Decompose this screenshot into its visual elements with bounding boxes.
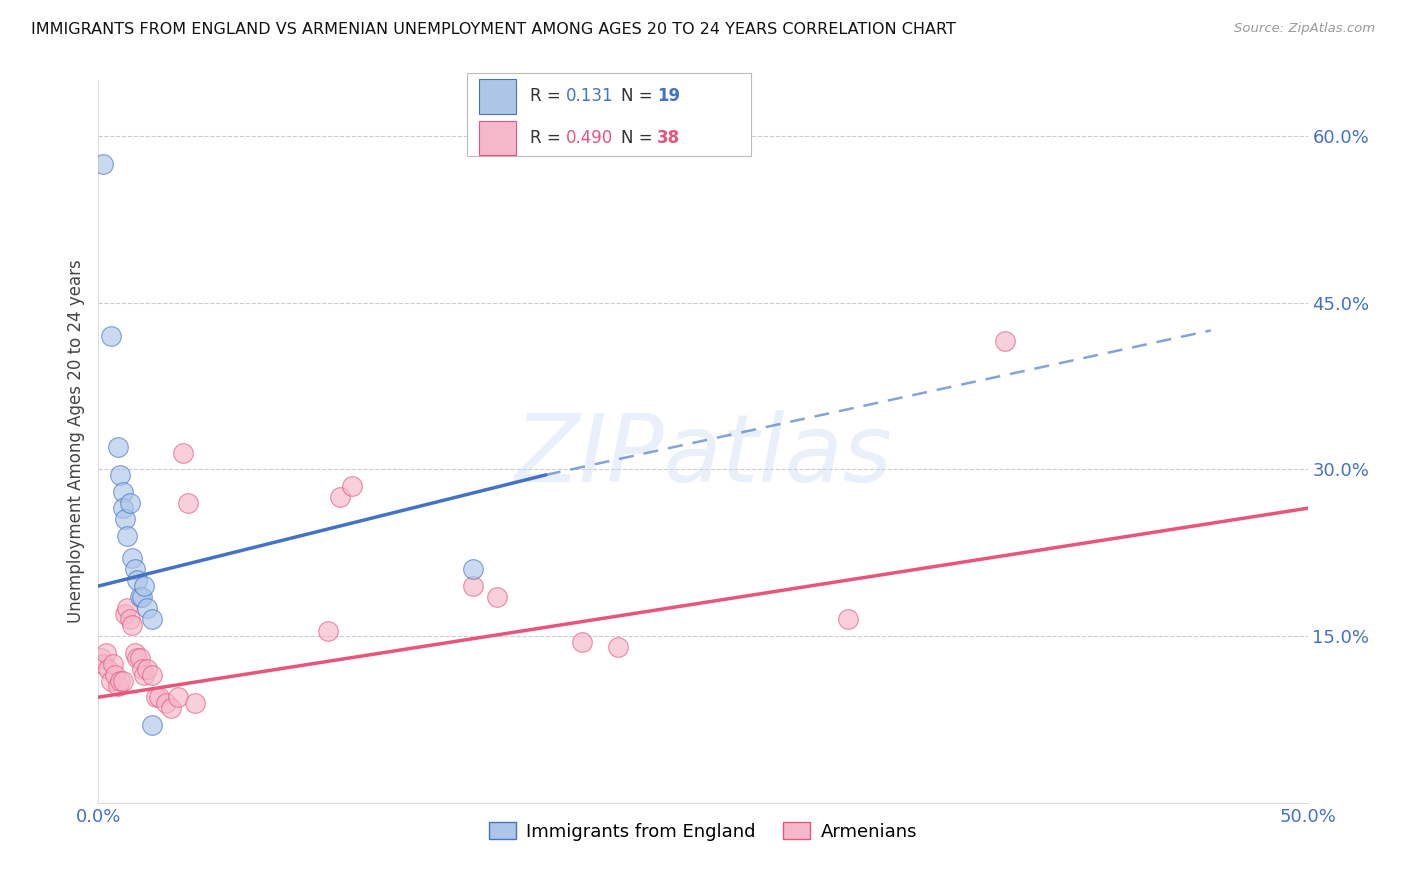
Point xyxy=(124,562,146,576)
Point xyxy=(97,662,120,676)
Text: 38: 38 xyxy=(657,128,681,147)
Point xyxy=(342,479,364,493)
FancyBboxPatch shape xyxy=(479,120,516,155)
Point xyxy=(463,579,485,593)
Point xyxy=(111,673,134,688)
Point xyxy=(148,690,170,705)
Point xyxy=(128,590,150,604)
Point xyxy=(114,512,136,526)
Text: 19: 19 xyxy=(657,87,681,105)
Text: ZIPatlas: ZIPatlas xyxy=(515,410,891,501)
Point xyxy=(145,690,167,705)
Point xyxy=(104,668,127,682)
FancyBboxPatch shape xyxy=(479,79,516,113)
Point xyxy=(184,696,207,710)
Point xyxy=(107,440,129,454)
Text: N =: N = xyxy=(621,128,658,147)
Point xyxy=(117,529,139,543)
Point xyxy=(101,657,124,671)
Point xyxy=(177,496,200,510)
Point xyxy=(994,334,1017,349)
Point xyxy=(316,624,339,638)
Point xyxy=(121,551,143,566)
Text: 0.490: 0.490 xyxy=(567,128,613,147)
Point xyxy=(837,612,859,626)
Point xyxy=(124,646,146,660)
Point xyxy=(111,501,134,516)
Point xyxy=(141,718,163,732)
Point xyxy=(91,156,114,170)
Text: R =: R = xyxy=(530,87,567,105)
Point xyxy=(100,673,122,688)
Point xyxy=(107,679,129,693)
Point xyxy=(607,640,630,655)
Point xyxy=(131,662,153,676)
Point xyxy=(108,467,131,482)
FancyBboxPatch shape xyxy=(467,73,751,156)
Point xyxy=(111,484,134,499)
Point xyxy=(114,607,136,621)
Point xyxy=(486,590,509,604)
Point xyxy=(91,657,114,671)
Point xyxy=(135,662,157,676)
Point xyxy=(329,490,352,504)
Point xyxy=(141,668,163,682)
Point xyxy=(135,601,157,615)
Point xyxy=(155,696,177,710)
Point xyxy=(118,612,141,626)
Text: N =: N = xyxy=(621,87,658,105)
Point xyxy=(108,673,131,688)
Point xyxy=(167,690,190,705)
Point xyxy=(160,701,183,715)
Point xyxy=(141,612,163,626)
Point xyxy=(127,574,149,588)
Y-axis label: Unemployment Among Ages 20 to 24 years: Unemployment Among Ages 20 to 24 years xyxy=(66,260,84,624)
Text: 0.131: 0.131 xyxy=(567,87,614,105)
Point xyxy=(134,579,156,593)
Text: R =: R = xyxy=(530,128,567,147)
Text: Source: ZipAtlas.com: Source: ZipAtlas.com xyxy=(1234,22,1375,36)
Point xyxy=(94,646,117,660)
Point xyxy=(117,601,139,615)
Point xyxy=(100,329,122,343)
Point xyxy=(90,651,112,665)
Point xyxy=(172,445,194,459)
Point xyxy=(127,651,149,665)
Legend: Immigrants from England, Armenians: Immigrants from England, Armenians xyxy=(481,814,925,848)
Point xyxy=(118,496,141,510)
Point xyxy=(128,651,150,665)
Point xyxy=(131,590,153,604)
Point xyxy=(463,562,485,576)
Point xyxy=(134,668,156,682)
Point xyxy=(571,634,593,648)
Point xyxy=(121,618,143,632)
Text: IMMIGRANTS FROM ENGLAND VS ARMENIAN UNEMPLOYMENT AMONG AGES 20 TO 24 YEARS CORRE: IMMIGRANTS FROM ENGLAND VS ARMENIAN UNEM… xyxy=(31,22,956,37)
